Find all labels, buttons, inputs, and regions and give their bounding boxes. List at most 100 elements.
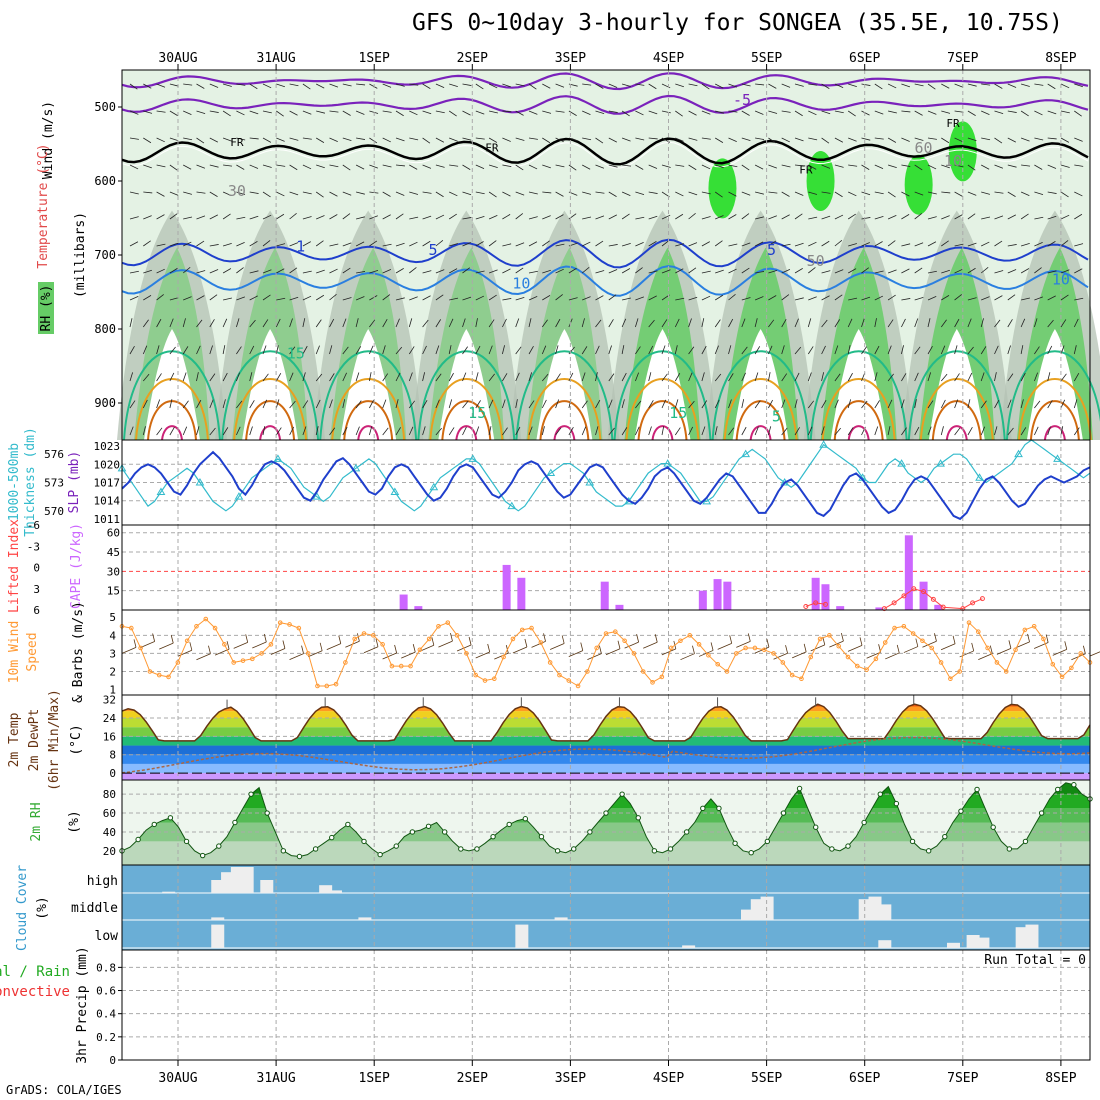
wind-barb	[555, 83, 565, 88]
wind10m-barb	[549, 643, 565, 650]
wind10m-barb	[766, 639, 770, 648]
rh2m-point	[167, 815, 174, 821]
wind-barb	[901, 318, 906, 328]
wind-barb	[701, 216, 711, 220]
wind-barb	[821, 426, 825, 436]
wind-barb	[462, 426, 467, 436]
wind-barb	[302, 372, 306, 382]
wind-barb	[887, 269, 897, 274]
thickness-marker	[390, 487, 400, 495]
rh2m-band	[122, 841, 1090, 865]
wind-barb	[143, 110, 153, 114]
wind-barb	[754, 296, 764, 301]
wind-barb	[941, 110, 951, 114]
wind-barb	[1007, 191, 1016, 197]
thickness-marker	[819, 440, 829, 448]
wind-barb	[927, 164, 937, 170]
wind-barb	[289, 83, 299, 87]
wind10m-axis-label: Speed	[25, 632, 40, 671]
wind-barb	[728, 243, 738, 247]
cape-bar	[875, 607, 884, 610]
wind10m-point	[715, 661, 720, 667]
wind-barb	[222, 83, 232, 87]
date-label-bottom: 5SEP	[751, 1071, 782, 1086]
wind10m-barb	[226, 641, 230, 650]
wind-barb	[369, 426, 373, 436]
wind-barb	[209, 83, 219, 88]
wind-barb	[409, 164, 418, 170]
cloud-bar	[515, 924, 529, 948]
wind-barb	[715, 215, 724, 220]
temp-contour-30	[847, 425, 870, 441]
wind-barb	[994, 399, 1000, 409]
wind-barb	[1007, 164, 1017, 168]
wind-barb	[701, 372, 705, 382]
wind10m-point	[882, 640, 888, 645]
wind10m-point	[1069, 665, 1074, 671]
wind-barb	[236, 191, 246, 196]
wind10m-point	[771, 651, 776, 656]
wind-barb	[555, 427, 562, 436]
wind-barb	[222, 427, 229, 436]
wind-barb	[222, 372, 228, 382]
wind-barb	[289, 242, 299, 247]
wind-barb	[821, 83, 830, 89]
wind-barb	[515, 83, 525, 87]
wind-barb	[555, 268, 564, 274]
thickness-marker	[897, 459, 906, 467]
wind-barb	[834, 164, 844, 168]
lifted-index-point	[911, 586, 917, 592]
wind10m-barb	[1089, 651, 1100, 657]
wind-barb	[329, 191, 338, 197]
rh2m-tick-label: 60	[103, 807, 116, 820]
wind-barb	[156, 345, 160, 355]
temp-contour-15	[907, 350, 1006, 441]
wind10m-tick-label: 2	[109, 665, 116, 678]
contour-label: 10	[1052, 271, 1070, 289]
wind-barb	[515, 399, 518, 409]
slp-line	[121, 450, 1091, 521]
temp-contour-30	[651, 425, 674, 441]
wind-barb	[834, 427, 841, 436]
wind-barb	[781, 399, 786, 409]
date-label-bottom: 3SEP	[555, 1071, 586, 1086]
thickness-marker	[468, 454, 478, 462]
wind10m-point	[212, 625, 218, 631]
wind-barb	[302, 83, 311, 90]
rh2m-point	[151, 821, 157, 828]
wind-barb	[595, 295, 604, 301]
wind-barb	[156, 427, 163, 436]
wind-barb	[182, 426, 188, 436]
wind-barb	[475, 110, 485, 115]
wind-barb	[488, 214, 498, 220]
rh2m-point	[377, 851, 383, 858]
wind10m-barb	[866, 651, 881, 659]
wind-barb	[715, 110, 725, 114]
wind-barb	[981, 191, 990, 195]
lifted-index-point	[901, 593, 907, 599]
wind-barb	[914, 242, 924, 247]
temp2m-tick-label: 24	[103, 712, 117, 725]
wind-barb	[1034, 400, 1041, 409]
rh2m-point	[603, 810, 609, 816]
wind-barb	[714, 345, 719, 355]
wind10m-barb	[847, 645, 863, 652]
wind-barb	[475, 137, 485, 140]
contour-label: 1	[296, 237, 305, 255]
wind-barb	[728, 164, 738, 168]
wind-barb	[1007, 319, 1013, 328]
wind-barb	[635, 372, 639, 382]
wind-barb	[568, 346, 575, 355]
wind-barb	[262, 294, 271, 301]
wind-barb	[1047, 164, 1057, 169]
wind-barb	[675, 268, 684, 274]
temp2m-tick-label: 8	[109, 749, 116, 762]
wind-barb	[582, 216, 592, 220]
wind-barb	[262, 319, 269, 328]
rh2m-point	[700, 805, 706, 812]
date-label-top: 8SEP	[1045, 51, 1076, 66]
temp2m-line	[121, 703, 1091, 742]
wind-barb	[142, 426, 146, 436]
